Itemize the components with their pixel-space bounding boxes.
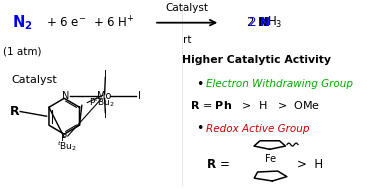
Text: I: I <box>104 110 107 120</box>
Text: 2 $\mathbf{N}$: 2 $\mathbf{N}$ <box>248 16 270 29</box>
Text: Fe: Fe <box>265 154 276 164</box>
Text: H$_3$: H$_3$ <box>267 15 283 30</box>
Text: rt: rt <box>183 35 192 45</box>
Text: + 6 e$^{-}$: + 6 e$^{-}$ <box>46 16 86 29</box>
Text: Higher Catalytic Activity: Higher Catalytic Activity <box>182 55 331 64</box>
Text: P: P <box>61 133 67 143</box>
Text: Catalyst: Catalyst <box>166 3 209 12</box>
Text: 2 $\mathbf{N}$: 2 $\mathbf{N}$ <box>246 16 268 29</box>
Text: I: I <box>138 91 141 101</box>
Text: =: = <box>220 158 230 171</box>
Text: Catalyst: Catalyst <box>11 75 57 85</box>
Text: >  H: > H <box>297 158 323 171</box>
Text: N: N <box>62 91 70 101</box>
Text: $^t$Bu$_2$: $^t$Bu$_2$ <box>57 139 77 153</box>
Text: $\mathbf{R}$: $\mathbf{R}$ <box>9 105 20 118</box>
Text: Electron Withdrawing Group: Electron Withdrawing Group <box>206 79 353 89</box>
Text: Mo: Mo <box>97 91 112 101</box>
Text: Redox Active Group: Redox Active Group <box>206 124 309 133</box>
Text: •: • <box>196 78 204 91</box>
Text: P$^t$Bu$_2$: P$^t$Bu$_2$ <box>89 95 115 108</box>
Text: + 6 H$^{+}$: + 6 H$^{+}$ <box>93 15 135 30</box>
Text: (1 atm): (1 atm) <box>3 46 41 56</box>
Text: $\mathbf{N_2}$: $\mathbf{N_2}$ <box>12 13 32 32</box>
Text: I: I <box>104 70 107 80</box>
Text: $\mathbf{R}$: $\mathbf{R}$ <box>206 158 217 171</box>
Text: $\mathbf{R}$ = $\mathbf{Ph}$   >  H   >  OMe: $\mathbf{R}$ = $\mathbf{Ph}$ > H > OMe <box>190 99 320 111</box>
Text: •: • <box>196 122 204 135</box>
